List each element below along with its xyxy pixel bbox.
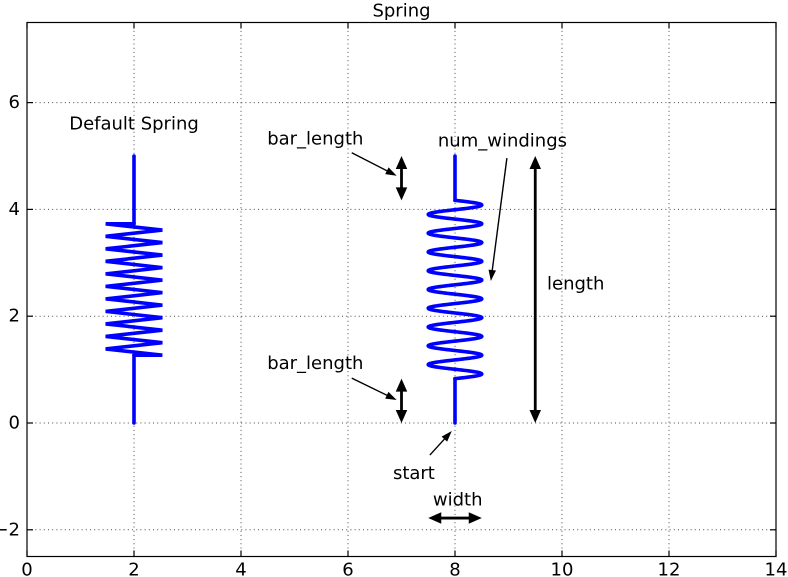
x-tick-label: 6 — [342, 559, 353, 577]
num-windings-leader-head — [488, 269, 496, 281]
width-dim-head — [468, 512, 482, 524]
bar-length-bottom-leader — [351, 377, 397, 401]
bar-length-top-dim-head — [395, 187, 408, 201]
x-tick-label: 10 — [551, 559, 574, 577]
bar-length-bottom-leader-head — [385, 391, 397, 401]
length-label: length — [547, 274, 604, 295]
y-tick-label: 4 — [9, 199, 20, 220]
y-tick-label: 2 — [9, 306, 20, 327]
springs — [105, 154, 484, 425]
leader-arrows — [351, 152, 508, 456]
bar-length-top-leader-head — [385, 167, 397, 176]
length-dim-head — [529, 156, 541, 169]
width-label: width — [433, 489, 483, 510]
y-tick-label: −2 — [0, 519, 20, 540]
annotation-labels: Default Spring bar_length bar_length num_wi… — [69, 113, 604, 510]
bar-length-bottom-label: bar_length — [267, 353, 363, 374]
axes-frame — [26, 21, 777, 558]
y-tick-label: 6 — [9, 92, 20, 113]
num-windings-leader — [488, 158, 508, 281]
y-tick-label: 0 — [9, 413, 20, 434]
bar-length-bottom-dim-head — [395, 410, 408, 423]
default-spring-label: Default Spring — [69, 113, 199, 134]
tick-labels: 0 2 4 6 8 10 12 14 −2 0 2 4 6 — [0, 92, 787, 577]
bar-length-top-leader — [351, 152, 397, 176]
start-leader-head — [441, 431, 452, 442]
chart-title: Spring — [372, 1, 430, 22]
start-leader-shaft — [429, 436, 448, 456]
width-dim-head — [428, 512, 442, 524]
default-spring-windings — [105, 222, 163, 357]
num-windings-leader-shaft — [491, 158, 508, 274]
custom-spring-windings — [426, 198, 484, 381]
bar-length-top-leader-shaft — [351, 152, 391, 173]
default-spring-curve — [105, 154, 163, 425]
length-dim-head — [529, 410, 541, 423]
start-label: start — [393, 463, 435, 484]
custom-spring-curve — [426, 154, 484, 425]
start-leader — [429, 431, 452, 456]
bar-length-bottom-dim — [395, 378, 408, 423]
x-tick-label: 2 — [128, 559, 139, 577]
bar-length-top-dim-head — [395, 156, 408, 169]
bar-length-bottom-leader-shaft — [351, 377, 391, 398]
dimension-arrows — [395, 156, 541, 524]
x-tick-label: 4 — [235, 559, 246, 577]
x-tick-label: 8 — [449, 559, 460, 577]
x-tick-label: 0 — [21, 559, 32, 577]
length-dim — [529, 156, 541, 423]
x-tick-label: 14 — [765, 559, 788, 577]
bar-length-top-dim — [395, 156, 408, 201]
bar-length-top-label: bar_length — [267, 128, 363, 149]
x-tick-label: 12 — [658, 559, 681, 577]
plot-frame — [26, 21, 777, 558]
bar-length-bottom-dim-head — [395, 378, 408, 392]
num-windings-label: num_windings — [438, 131, 567, 152]
width-dim — [428, 512, 482, 524]
